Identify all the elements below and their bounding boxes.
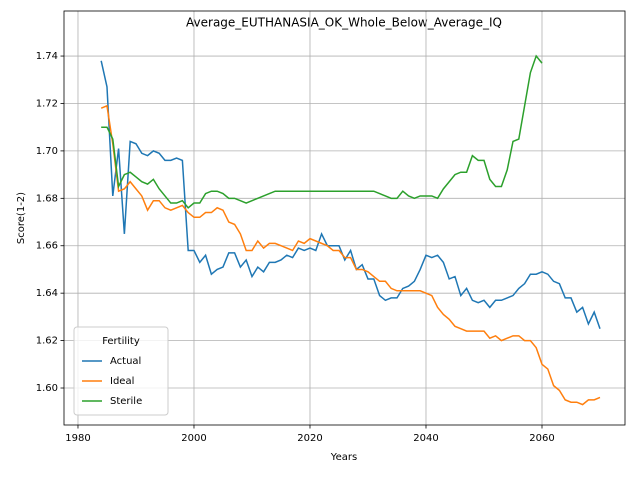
y-tick-label: 1.68 (36, 193, 58, 204)
y-tick-label: 1.66 (36, 241, 58, 252)
y-tick-label: 1.64 (36, 288, 58, 299)
chart-title: Average_EUTHANASIA_OK_Whole_Below_Averag… (186, 16, 502, 30)
legend: Fertility Actual Ideal Sterile (73, 326, 169, 416)
plot-frame (63, 10, 626, 426)
legend-label: Sterile (110, 396, 142, 407)
x-tick-label: 1980 (65, 433, 90, 444)
x-tick-label: 2020 (297, 433, 322, 444)
line-series (100, 104, 601, 406)
legend-box (73, 326, 169, 416)
x-tick-label: 2060 (529, 433, 554, 444)
x-tick-label: 2040 (413, 433, 438, 444)
line-series (101, 54, 543, 209)
y-tick-label: 1.60 (36, 383, 58, 394)
y-tick-label: 1.74 (36, 51, 58, 62)
y-tick-label: 1.70 (36, 146, 58, 157)
x-tick-label: 2000 (181, 433, 206, 444)
legend-label: Actual (110, 356, 141, 367)
line-series (100, 60, 601, 329)
legend-title: Fertility (102, 336, 140, 347)
x-axis-label: Years (330, 452, 357, 463)
legend-label: Ideal (110, 376, 134, 387)
y-tick-label: 1.62 (36, 336, 58, 347)
y-axis-label: Score(1-2) (16, 192, 27, 244)
y-tick-label: 1.72 (36, 98, 58, 109)
